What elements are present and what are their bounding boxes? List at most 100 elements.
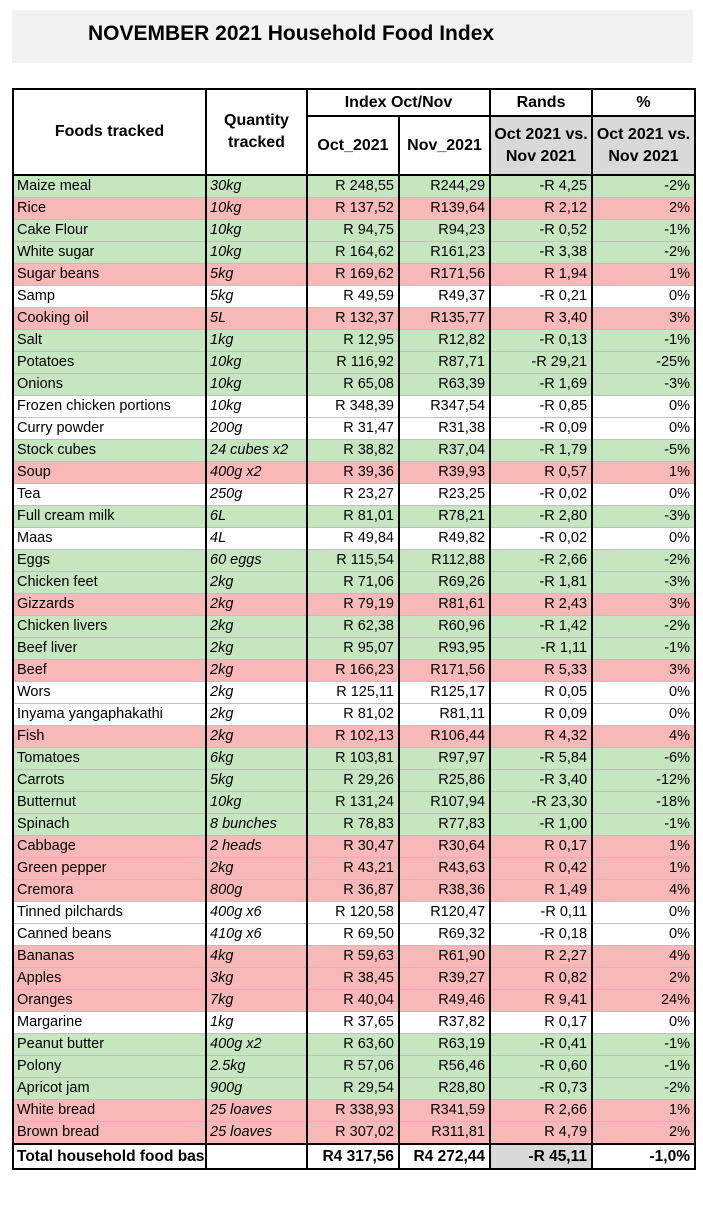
rands-change: R 0,82 (489, 967, 594, 990)
table-row: Margarine 1kg R 37,65 R37,82 R 0,17 0% (12, 1011, 697, 1034)
food-name: Eggs (12, 549, 207, 572)
pct-change: -6% (591, 747, 697, 770)
oct-index: R 115,54 (306, 549, 400, 572)
rands-change: R 2,43 (489, 593, 594, 616)
nov-index: R94,23 (397, 219, 492, 242)
oct-index: R 78,83 (306, 813, 400, 836)
total-nov: R4 272,44 (397, 1143, 492, 1170)
pct-change: 0% (591, 1011, 697, 1034)
oct-index: R 69,50 (306, 923, 400, 946)
pct-change: 1% (591, 461, 697, 484)
food-name: Beef (12, 659, 207, 682)
oct-index: R 57,06 (306, 1055, 400, 1078)
oct-index: R 169,62 (306, 263, 400, 286)
food-name: Carrots (12, 769, 207, 792)
pct-change: -2% (591, 549, 697, 572)
nov-index: R38,36 (397, 879, 492, 902)
rands-change: -R 23,30 (489, 791, 594, 814)
oct-index: R 132,37 (306, 307, 400, 330)
table-row: Apples 3kg R 38,45 R39,27 R 0,82 2% (12, 967, 697, 990)
food-name: Sugar beans (12, 263, 207, 286)
nov-index: R43,63 (397, 857, 492, 880)
oct-index: R 37,65 (306, 1011, 400, 1034)
nov-index: R25,86 (397, 769, 492, 792)
nov-index: R12,82 (397, 329, 492, 352)
food-name: Cabbage (12, 835, 207, 858)
oct-index: R 49,59 (306, 285, 400, 308)
total-row: Total household food basket R4 317,56 R4… (12, 1143, 697, 1170)
quantity: 400g x6 (205, 901, 308, 924)
quantity: 10kg (205, 373, 308, 396)
rands-change: R 0,17 (489, 1011, 594, 1034)
table-row: Eggs 60 eggs R 115,54 R112,88 -R 2,66 -2% (12, 549, 697, 572)
table-row: Curry powder 200g R 31,47 R31,38 -R 0,09 0% (12, 417, 697, 440)
pct-change: 0% (591, 703, 697, 726)
total-pct: -1,0% (591, 1143, 697, 1170)
quantity: 1kg (205, 1011, 308, 1034)
total-rands: -R 45,11 (489, 1143, 594, 1170)
rands-change: R 0,05 (489, 681, 594, 704)
table-row: Cake Flour 10kg R 94,75 R94,23 -R 0,52 -1% (12, 219, 697, 242)
table-row: Wors 2kg R 125,11 R125,17 R 0,05 0% (12, 681, 697, 704)
nov-index: R63,39 (397, 373, 492, 396)
oct-index: R 94,75 (306, 219, 400, 242)
quantity: 8 bunches (205, 813, 308, 836)
table-row: Oranges 7kg R 40,04 R49,46 R 9,41 24% (12, 989, 697, 1012)
quantity: 200g (205, 417, 308, 440)
food-name: Oranges (12, 989, 207, 1012)
header-rands-compare: Oct 2021 vs. Nov 2021 (489, 115, 594, 176)
pct-change: 3% (591, 307, 697, 330)
nov-index: R161,23 (397, 241, 492, 264)
rands-change: -R 0,09 (489, 417, 594, 440)
rands-change: -R 2,66 (489, 549, 594, 572)
rands-change: -R 0,60 (489, 1055, 594, 1078)
oct-index: R 103,81 (306, 747, 400, 770)
table-row: Samp 5kg R 49,59 R49,37 -R 0,21 0% (12, 285, 697, 308)
rands-change: -R 0,02 (489, 483, 594, 506)
table-row: Chicken feet 2kg R 71,06 R69,26 -R 1,81 -3% (12, 571, 697, 594)
table-row: Tomatoes 6kg R 103,81 R97,97 -R 5,84 -6% (12, 747, 697, 770)
nov-index: R120,47 (397, 901, 492, 924)
pct-change: 3% (591, 593, 697, 616)
title-bar (12, 10, 693, 63)
nov-index: R77,83 (397, 813, 492, 836)
food-name: Tinned pilchards (12, 901, 207, 924)
food-name: Cooking oil (12, 307, 207, 330)
table-row: Tea 250g R 23,27 R23,25 -R 0,02 0% (12, 483, 697, 506)
quantity: 10kg (205, 241, 308, 264)
quantity: 30kg (205, 174, 308, 198)
oct-index: R 307,02 (306, 1121, 400, 1145)
oct-index: R 125,11 (306, 681, 400, 704)
oct-index: R 81,01 (306, 505, 400, 528)
quantity: 10kg (205, 791, 308, 814)
table-row: Tinned pilchards 400g x6 R 120,58 R120,47 -R… (12, 901, 697, 924)
food-name: Brown bread (12, 1121, 207, 1145)
rands-change: -R 0,11 (489, 901, 594, 924)
pct-change: -3% (591, 373, 697, 396)
quantity: 5kg (205, 769, 308, 792)
rands-change: R 2,66 (489, 1099, 594, 1122)
nov-index: R49,82 (397, 527, 492, 550)
food-name: Soup (12, 461, 207, 484)
header-oct: Oct_2021 (306, 115, 400, 176)
food-name: Tea (12, 483, 207, 506)
nov-index: R49,46 (397, 989, 492, 1012)
table-row: Full cream milk 6L R 81,01 R78,21 -R 2,80 -3% (12, 505, 697, 528)
food-name: Stock cubes (12, 439, 207, 462)
oct-index: R 79,19 (306, 593, 400, 616)
rands-change: -R 1,11 (489, 637, 594, 660)
pct-change: 0% (591, 901, 697, 924)
quantity: 800g (205, 879, 308, 902)
pct-change: 4% (591, 725, 697, 748)
quantity: 7kg (205, 989, 308, 1012)
rands-change: R 0,42 (489, 857, 594, 880)
food-name: Rice (12, 197, 207, 220)
pct-change: 1% (591, 857, 697, 880)
food-name: Frozen chicken portions (12, 395, 207, 418)
quantity: 400g x2 (205, 461, 308, 484)
oct-index: R 29,54 (306, 1077, 400, 1100)
table-row: Sugar beans 5kg R 169,62 R171,56 R 1,94 1% (12, 263, 697, 286)
food-name: Green pepper (12, 857, 207, 880)
header-pct-group: % (591, 88, 697, 117)
quantity: 6L (205, 505, 308, 528)
